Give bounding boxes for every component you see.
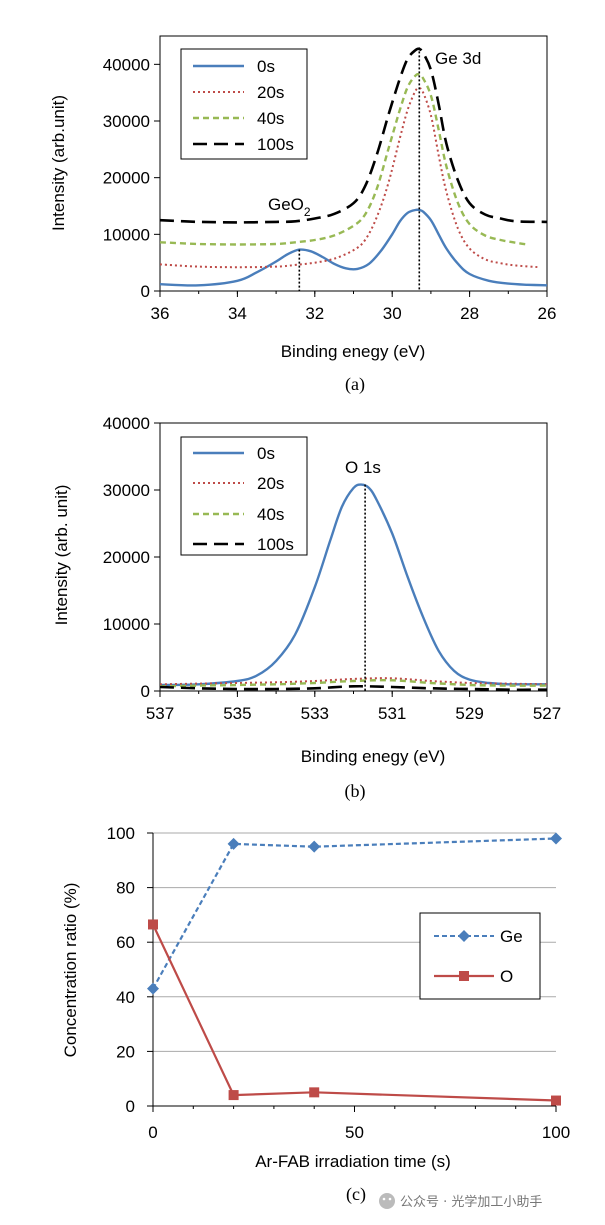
point-Ge: [550, 832, 562, 845]
legend-0s-label: 0s: [257, 57, 275, 76]
x-tick-label: 32: [305, 304, 324, 323]
chart-b: 537 535 533 531 529 527010000200003000040000 …: [52, 414, 561, 802]
wechat-icon-eye-right: [388, 1197, 392, 1201]
y-tick-label: 40000: [103, 55, 150, 74]
point-O: [309, 1087, 320, 1098]
y-tick-label: 10000: [103, 225, 150, 244]
chart-a-ticks: 36 34 32 30 28 26 0 10000 20000 30000 40000: [103, 55, 557, 323]
y-tick-label: 30000: [103, 112, 150, 131]
wechat-icon: [379, 1193, 395, 1209]
x-tick-label: 535: [223, 704, 251, 723]
x-tick-label: 36: [151, 304, 170, 323]
chart-c: 0 20 40 60 80 100 0 50 100 Ge O Ar-FAB irradiati…: [61, 824, 570, 1205]
y-tick-label: 80: [116, 879, 135, 898]
x-tick-label: 529: [455, 704, 483, 723]
y-tick-label: 20000: [103, 169, 150, 188]
x-tick-label: 527: [533, 704, 561, 723]
series-0s-line: [159, 483, 547, 687]
chart-c-caption: (c): [346, 1184, 366, 1205]
point-O: [551, 1095, 561, 1106]
chart-c-ticks: 0 20 40 60 80 100 0 50 100: [107, 824, 571, 1142]
series-100s-line: [159, 684, 548, 692]
legend-20s-label: 20s: [257, 83, 284, 102]
ge3d-annotation: Ge 3d: [435, 49, 481, 68]
chart-c-xlabel: Ar-FAB irradiation time (s): [255, 1152, 451, 1171]
watermark: 公众号 · 光学加工小助手: [379, 1193, 542, 1210]
chart-a-ylabel: Intensity (arb.unit): [49, 95, 68, 231]
y-tick-label: 40: [116, 988, 135, 1007]
x-tick-label: 30: [383, 304, 402, 323]
x-tick-label: 100: [542, 1123, 570, 1142]
chart-b-series: [159, 483, 548, 692]
series-40s-line: [159, 678, 548, 688]
wechat-icon-eye-left: [382, 1197, 386, 1201]
series-O-line: [152, 924, 557, 1102]
y-tick-label: 0: [141, 282, 150, 301]
y-tick-label: 30000: [103, 481, 150, 500]
x-tick-label: 34: [228, 304, 247, 323]
chart-c-legend: Ge O: [419, 912, 541, 1000]
series-100s-line: [159, 47, 548, 224]
chart-a-caption: (a): [345, 374, 365, 395]
chart-a-xlabel: Binding enegy (eV): [281, 342, 426, 361]
chart-c-ylabel: Concentration ratio (%): [61, 883, 80, 1058]
chart-b-ylabel: Intensity (arb. unit): [52, 485, 71, 626]
chart-c-legend-box: [419, 912, 541, 1000]
chart-c-series: [147, 832, 562, 1106]
y-tick-label: 100: [107, 824, 135, 843]
chart-b-caption: (b): [345, 781, 366, 802]
chart-b-xlabel: Binding enegy (eV): [301, 747, 446, 766]
x-tick-label: 537: [146, 704, 174, 723]
point-Ge: [147, 982, 159, 995]
series-0s-line: [159, 208, 548, 287]
chart-a-legend: 0s 20s 40s 100s: [180, 48, 308, 160]
y-tick-label: 10000: [103, 615, 150, 634]
legend-o-label: O: [500, 967, 513, 986]
o1s-annotation: O 1s: [345, 458, 381, 477]
legend-o-marker: [459, 971, 469, 981]
series-20s-line: [159, 677, 548, 686]
legend-ge-label: Ge: [500, 927, 523, 946]
watermark-text: 公众号 · 光学加工小助手: [400, 1194, 542, 1210]
series-40s-line: [159, 72, 528, 246]
x-tick-label: 26: [538, 304, 557, 323]
legend-40s-label: 40s: [257, 505, 284, 524]
series-20s-line: [159, 86, 540, 269]
y-tick-label: 60: [116, 933, 135, 952]
chart-b-legend: 0s 20s 40s 100s: [180, 436, 308, 556]
chart-a-series: [159, 47, 548, 287]
chart-a-legend-box: [180, 48, 308, 160]
legend-40s-label: 40s: [257, 109, 284, 128]
y-tick-label: 0: [126, 1097, 135, 1116]
x-tick-label: 28: [460, 304, 479, 323]
series-Ge-line: [152, 837, 557, 990]
geo2-annotation: GeO2: [268, 195, 311, 219]
y-tick-label: 0: [141, 682, 150, 701]
legend-100s-label: 100s: [257, 535, 294, 554]
point-O: [228, 1090, 239, 1101]
point-Ge: [227, 837, 240, 850]
x-tick-label: 0: [148, 1123, 157, 1142]
y-tick-label: 20000: [103, 548, 150, 567]
legend-100s-label: 100s: [257, 135, 294, 154]
y-tick-label: 40000: [103, 414, 150, 433]
x-tick-label: 50: [345, 1123, 364, 1142]
legend-20s-label: 20s: [257, 474, 284, 493]
x-tick-label: 533: [301, 704, 329, 723]
chart-b-legend-box: [180, 436, 308, 556]
point-Ge: [308, 840, 321, 853]
point-O: [148, 919, 158, 930]
y-tick-label: 20: [116, 1042, 135, 1061]
chart-b-ticks: 537 535 533 531 529 527 0 10000 20000 30000 40000: [103, 414, 561, 723]
legend-0s-label: 0s: [257, 444, 275, 463]
x-tick-label: 531: [378, 704, 406, 723]
legend-ge-marker: [458, 930, 470, 942]
